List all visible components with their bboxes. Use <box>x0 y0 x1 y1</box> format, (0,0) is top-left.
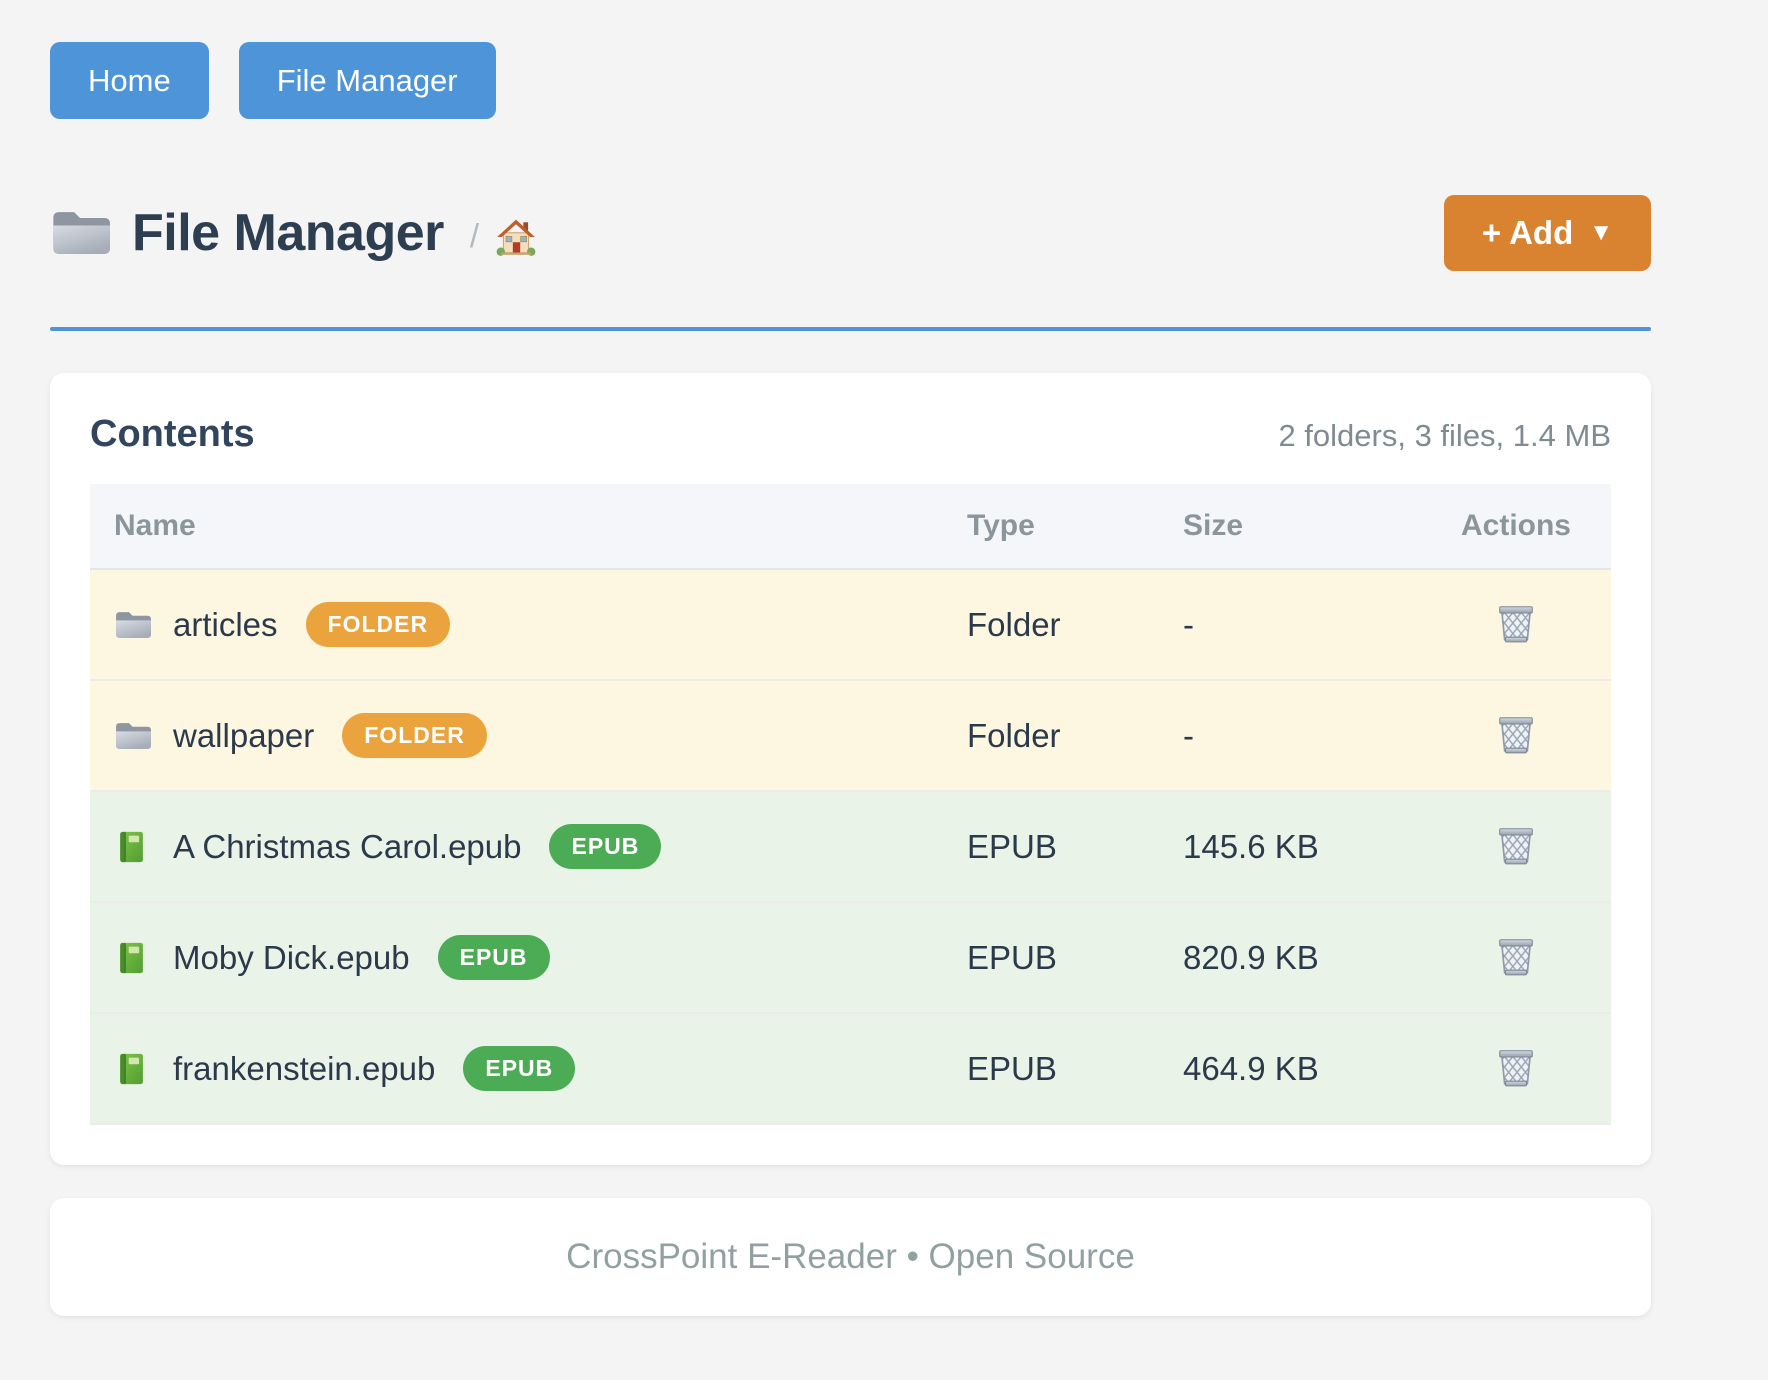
green-book-icon <box>114 941 151 975</box>
table-row: frankenstein.epub EPUB EPUB 464.9 KB <box>90 1013 1611 1125</box>
files-table: Name Type Size Actions articles FOLDER F… <box>90 484 1611 1125</box>
file-manager-page: Home File Manager File Manager / + Add ▼… <box>50 42 1651 1316</box>
title-divider <box>50 327 1651 331</box>
size-cell: 464.9 KB <box>1159 1013 1421 1125</box>
type-cell: EPUB <box>943 902 1159 1014</box>
type-badge: FOLDER <box>342 713 487 758</box>
type-cell: Folder <box>943 569 1159 681</box>
caret-down-icon: ▼ <box>1589 219 1613 246</box>
breadcrumb-separator: / <box>469 217 480 254</box>
footer-card: CrossPoint E-Reader • Open Source <box>50 1198 1651 1316</box>
table-row: wallpaper FOLDER Folder - <box>90 680 1611 792</box>
trash-icon <box>1496 602 1536 644</box>
type-badge: FOLDER <box>305 602 451 647</box>
add-button[interactable]: + Add ▼ <box>1443 195 1651 271</box>
type-badge: EPUB <box>463 1046 576 1091</box>
table-row: A Christmas Carol.epub EPUB EPUB 145.6 K… <box>90 791 1611 903</box>
delete-button[interactable] <box>1492 1042 1540 1092</box>
folder-name-link[interactable]: articles <box>173 605 278 643</box>
contents-card: Contents 2 folders, 3 files, 1.4 MB Name… <box>50 373 1651 1165</box>
column-header-actions: Actions <box>1421 484 1611 570</box>
table-row: Moby Dick.epub EPUB EPUB 820.9 KB <box>90 902 1611 1014</box>
type-cell: EPUB <box>943 1013 1159 1125</box>
type-cell: EPUB <box>943 791 1159 903</box>
page-title: File Manager <box>132 204 444 262</box>
top-nav: Home File Manager <box>50 42 1651 119</box>
column-header-size: Size <box>1159 484 1421 570</box>
contents-summary: 2 folders, 3 files, 1.4 MB <box>1278 418 1611 453</box>
house-icon[interactable] <box>495 217 537 257</box>
folder-name-link[interactable]: wallpaper <box>173 716 315 754</box>
delete-button[interactable] <box>1492 598 1540 648</box>
size-cell: 145.6 KB <box>1159 791 1421 903</box>
folder-icon <box>114 719 151 753</box>
type-badge: EPUB <box>549 824 662 869</box>
size-cell: - <box>1159 569 1421 681</box>
home-nav-button[interactable]: Home <box>50 42 209 119</box>
delete-button[interactable] <box>1492 820 1540 870</box>
trash-icon <box>1496 824 1536 866</box>
file-name-link[interactable]: Moby Dick.epub <box>173 938 410 976</box>
contents-card-header: Contents 2 folders, 3 files, 1.4 MB <box>90 413 1611 456</box>
trash-icon <box>1496 713 1536 755</box>
file-manager-nav-button[interactable]: File Manager <box>238 42 496 119</box>
table-header-row: Name Type Size Actions <box>90 484 1611 570</box>
delete-button[interactable] <box>1492 709 1540 759</box>
column-header-type: Type <box>943 484 1159 570</box>
size-cell: 820.9 KB <box>1159 902 1421 1014</box>
contents-heading: Contents <box>90 413 255 455</box>
file-name-link[interactable]: A Christmas Carol.epub <box>173 827 522 865</box>
column-header-name: Name <box>90 484 943 570</box>
folder-icon <box>114 608 151 642</box>
add-button-label: + Add <box>1481 214 1574 251</box>
type-badge: EPUB <box>437 935 550 980</box>
folder-icon <box>50 207 110 259</box>
size-cell: - <box>1159 680 1421 792</box>
type-cell: Folder <box>943 680 1159 792</box>
table-row: articles FOLDER Folder - <box>90 569 1611 681</box>
green-book-icon <box>114 830 151 864</box>
green-book-icon <box>114 1052 151 1086</box>
trash-icon <box>1496 1046 1536 1088</box>
footer-text: CrossPoint E-Reader • Open Source <box>566 1237 1135 1276</box>
page-header: File Manager / + Add ▼ <box>50 195 1651 271</box>
delete-button[interactable] <box>1492 931 1540 981</box>
trash-icon <box>1496 935 1536 977</box>
file-name-link[interactable]: frankenstein.epub <box>173 1049 436 1087</box>
